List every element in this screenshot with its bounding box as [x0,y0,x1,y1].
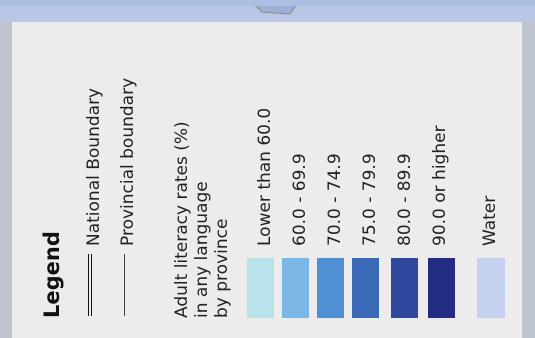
frame-right [522,22,535,338]
class-label: 70.0 - 74.9 [325,153,345,246]
class-label: 90.0 or higher [430,125,450,246]
water-swatch [477,258,505,318]
legend-title: Legend [40,231,64,318]
category-heading-line-2: in any language [192,181,212,318]
class-swatch [247,258,274,318]
class-swatch [391,258,418,318]
class-label: Lower than 60.0 [255,107,275,246]
provincial-boundary-symbol [124,254,125,316]
map-area-top [0,0,535,22]
category-heading-line-1: Adult literacy rates (%) [172,121,192,318]
class-swatch [317,258,344,318]
frame-left [0,22,12,338]
class-label: 60.0 - 69.9 [290,153,310,246]
class-swatch [352,258,379,318]
map-fragment [0,0,535,15]
national-boundary-label: National Boundary [84,87,104,246]
national-boundary-symbol [88,254,92,316]
class-label: 75.0 - 79.9 [360,153,380,246]
provincial-boundary-label: Provincial boundary [118,77,138,246]
class-swatch [428,258,455,318]
class-swatch [282,258,309,318]
class-label: 80.0 - 89.9 [395,153,415,246]
category-heading-line-3: by province [212,218,232,318]
legend-panel: Legend National Boundary Provincial boun… [12,22,522,338]
water-label: Water [480,195,500,246]
